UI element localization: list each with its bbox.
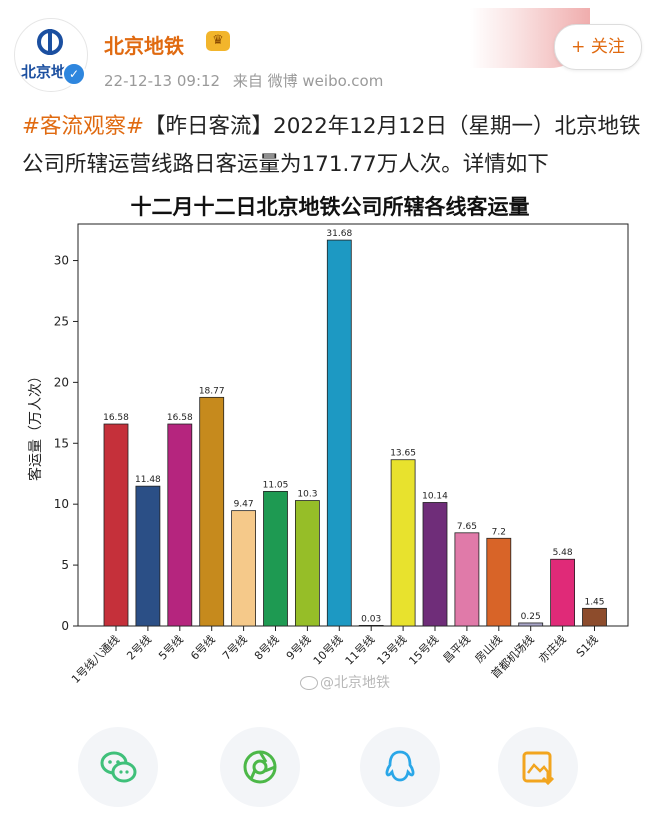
x-tick-label: 15号线: [406, 632, 441, 667]
qq-icon: [385, 750, 415, 782]
x-tick-label: 昌平线: [440, 632, 473, 665]
save-image-button[interactable]: [498, 727, 578, 807]
bar-value-label: 7.2: [492, 527, 506, 537]
post-text: #客流观察#【昨日客流】2022年12月12日（星期一）北京地铁公司所辖运营线路…: [22, 108, 642, 184]
bar-value-label: 18.77: [199, 386, 225, 396]
x-tick-label: 10号线: [310, 632, 345, 667]
post-meta: 22-12-13 09:12 来自 微博 weibo.com: [104, 70, 391, 91]
bar: [390, 459, 416, 627]
x-tick-label: 7号线: [219, 632, 249, 662]
author-name[interactable]: 北京地铁: [104, 34, 184, 58]
bar: [263, 490, 288, 627]
x-tick-label: 亦庄线: [535, 632, 568, 665]
avatar[interactable]: 北京地铁: [14, 18, 88, 92]
bar: [326, 239, 352, 627]
bar-value-label: 16.58: [167, 413, 193, 423]
x-tick-label: 13号线: [374, 632, 409, 667]
bar-value-label: 0.25: [521, 612, 541, 622]
share-moments-button[interactable]: [220, 727, 300, 807]
hashtag-link[interactable]: #客流观察#: [22, 114, 145, 139]
wechat-icon: [100, 751, 137, 783]
bar-value-label: 11.48: [135, 475, 161, 485]
save-image-icon: [522, 751, 555, 786]
moments-icon: [243, 750, 277, 784]
share-wechat-button[interactable]: [78, 727, 158, 807]
x-tick-label: 6号线: [187, 632, 217, 662]
bar-value-label: 1.45: [584, 597, 604, 607]
y-tick-label: 10: [54, 497, 69, 511]
bar: [199, 396, 225, 627]
bar-value-label: 10.14: [422, 491, 448, 501]
x-tick-label: 8号线: [251, 632, 281, 662]
x-tick-label: 1号线八通线: [68, 632, 122, 686]
bar-chart: 0 5 10 15 20 25 30 客运量（万人次） 16.58 1号线八通线 11.48 2号线 1…: [27, 223, 629, 686]
y-tick-label: 25: [54, 314, 69, 328]
x-tick-label: 9号线: [283, 632, 313, 662]
bar-value-label: 0.03: [361, 614, 381, 624]
x-tick-label: 2号线: [124, 632, 154, 662]
bar-value-label: 16.58: [103, 413, 129, 423]
bar: [358, 624, 384, 627]
watermark: @北京地铁: [300, 672, 390, 692]
x-tick-label: 5号线: [156, 632, 186, 662]
bar-value-label: 7.65: [457, 522, 477, 532]
y-tick-label: 15: [54, 436, 69, 450]
bar-value-label: 11.05: [263, 480, 289, 490]
bar: [422, 502, 448, 627]
post-body: 【昨日客流】2022年12月12日（星期一）北京地铁公司所辖运营线路日客运量为1…: [22, 114, 641, 177]
x-tick-label: S1线: [573, 632, 601, 660]
bar: [294, 500, 320, 627]
x-tick-label: 11号线: [342, 632, 377, 667]
bar-value-label: 5.48: [553, 548, 573, 558]
y-tick-label: 30: [54, 254, 69, 268]
bar: [231, 510, 257, 627]
post-header: 北京地铁 ✓ 北京地铁 ♛ 22-12-13 09:12 来自 微博 weibo…: [0, 0, 660, 100]
y-axis-label: 客运量（万人次）: [27, 369, 44, 481]
bar-value-label: 13.65: [390, 449, 416, 459]
bar: [167, 423, 193, 627]
post-source: 来自 微博 weibo.com: [232, 72, 384, 90]
bar: [550, 558, 575, 627]
weibo-watermark-icon: [300, 676, 318, 690]
bar: [518, 622, 544, 627]
y-tick-label: 20: [54, 375, 69, 389]
bar-value-label: 9.47: [234, 500, 254, 510]
bar: [486, 537, 512, 627]
crown-badge-icon[interactable]: ♛: [206, 31, 230, 51]
metro-logo-icon: [37, 29, 63, 55]
chart-title: 十二月十二日北京地铁公司所辖各线客运量: [130, 195, 530, 219]
bar: [103, 423, 129, 627]
y-tick-label: 0: [61, 619, 69, 633]
plot-frame: [77, 223, 629, 627]
bar: [582, 607, 607, 627]
share-qq-button[interactable]: [360, 727, 440, 807]
post-timestamp: 22-12-13 09:12: [104, 72, 221, 90]
bar-value-label: 10.3: [297, 490, 317, 500]
y-tick-label: 5: [61, 558, 69, 572]
bar: [454, 532, 480, 627]
follow-button[interactable]: + 关注: [554, 24, 642, 70]
watermark-text: @北京地铁: [320, 675, 390, 691]
bar: [135, 485, 161, 627]
bar-value-label: 31.68: [326, 229, 352, 239]
verified-badge-icon: ✓: [62, 62, 86, 86]
